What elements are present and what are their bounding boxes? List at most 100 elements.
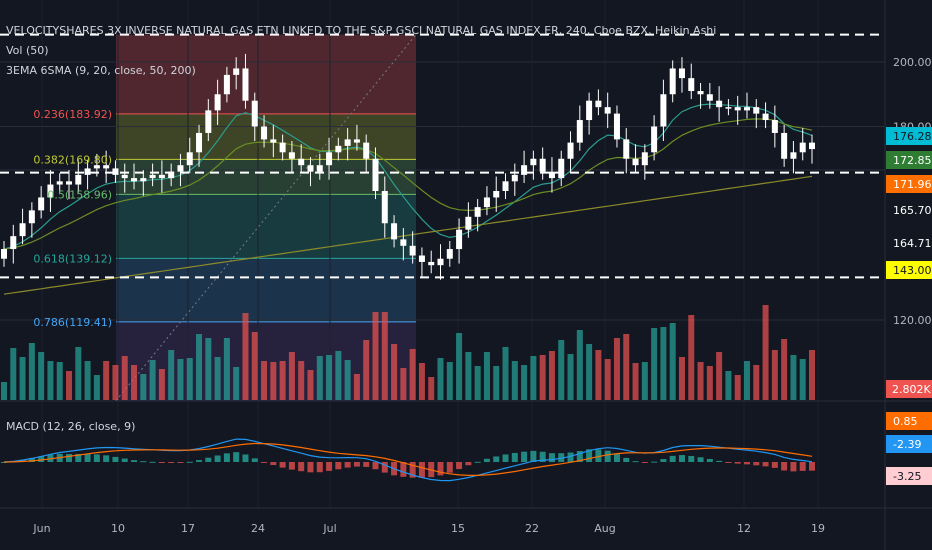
macd-histogram-bar: [84, 454, 91, 462]
volume-bar: [261, 361, 268, 400]
macd-value-text: -3.25: [893, 470, 921, 483]
candle-body: [539, 158, 546, 172]
candle-body: [1, 249, 7, 259]
volume-bar: [651, 328, 658, 400]
volume-bar: [10, 348, 17, 400]
candle-body: [483, 197, 490, 208]
candle-body: [75, 174, 82, 185]
candle-body: [799, 142, 806, 153]
macd-value-box: [886, 435, 932, 453]
volume-bar: [623, 334, 630, 400]
macd-histogram-bar: [186, 461, 193, 463]
candle-body: [409, 245, 416, 256]
price-label-box: [886, 175, 932, 193]
candle-body: [753, 107, 760, 114]
macd-histogram-bar: [372, 462, 379, 470]
macd-histogram-bar: [288, 462, 295, 470]
macd-value-box: [886, 467, 932, 485]
price-label-text: 172.85: [893, 154, 932, 167]
volume-bar: [558, 340, 565, 400]
time-axis[interactable]: Jun 10 17 24 Jul 15 22 Aug 12 19: [32, 522, 825, 535]
candle-body: [716, 100, 723, 108]
volume-bar: [326, 355, 333, 400]
volume-bar: [103, 361, 110, 400]
macd-histogram-bar: [567, 452, 574, 462]
macd-histogram-bar: [103, 455, 110, 462]
candle-body: [502, 181, 509, 191]
fibonacci-zones: [115, 34, 417, 401]
candle-body: [548, 171, 555, 179]
volume-bar: [502, 347, 509, 400]
macd-histogram-bar: [28, 458, 35, 462]
volume-bar: [168, 350, 175, 400]
macd-lines: [3, 438, 813, 482]
volume-bar: [28, 343, 35, 400]
candle-body: [595, 100, 602, 108]
volume-bar: [75, 347, 82, 400]
candle-body: [131, 178, 138, 182]
volume-bar: [437, 358, 444, 400]
candle-body: [233, 68, 240, 75]
price-label-text: 171.96: [893, 178, 932, 191]
candle-body: [223, 74, 230, 95]
macd-histogram-bar: [400, 462, 407, 477]
candle-body: [251, 100, 258, 127]
macd-histogram-bar: [196, 460, 203, 462]
volume-bar: [809, 350, 815, 400]
ma-indicator-title[interactable]: 3EMA 6SMA (9, 20, close, 50, 200): [6, 64, 196, 77]
volume-bar: [391, 344, 398, 400]
candle-body: [261, 126, 268, 140]
volume-bar: [372, 312, 379, 400]
volume-bar: [660, 327, 667, 400]
volume-bar: [428, 377, 435, 400]
volume-bar: [446, 362, 453, 400]
volume-bars: [1, 305, 815, 400]
volume-bar: [335, 351, 342, 400]
macd-histogram-bar: [660, 459, 667, 462]
macd-histogram-bar: [762, 462, 769, 467]
volume-bar: [688, 315, 695, 400]
macd-histogram-bar: [93, 454, 100, 462]
macd-histogram-bar: [363, 462, 370, 467]
macd-histogram-bar: [307, 462, 314, 473]
macd-histogram-bar: [131, 460, 138, 462]
candle-body: [177, 165, 184, 172]
volume-bar: [121, 356, 128, 400]
volume-bar: [47, 361, 54, 400]
horizontal-dashed-lines[interactable]: [0, 33, 885, 279]
macd-histogram-bar: [734, 462, 741, 464]
candle-body: [298, 158, 305, 166]
fib-level-label: 0.236(183.92): [33, 108, 112, 121]
macd-histogram-bar: [418, 462, 425, 478]
macd-histogram-bar: [1, 462, 7, 463]
macd-histogram-bar: [335, 462, 342, 470]
price-label-box: [886, 127, 932, 145]
volume-bar: [595, 350, 602, 400]
candle-body: [530, 158, 537, 166]
price-axis[interactable]: 200.00180.00120.00176.28172.85171.96165.…: [886, 56, 932, 398]
volume-bar: [279, 361, 286, 400]
price-label-text: 164.71: [893, 237, 932, 250]
candle-body: [288, 152, 295, 159]
macd-histogram-bar: [753, 462, 760, 466]
volume-bar: [521, 365, 528, 400]
macd-indicator-title[interactable]: MACD (12, 26, close, 9): [6, 420, 135, 433]
macd-histogram: [1, 449, 815, 478]
volume-bar: [353, 374, 360, 400]
time-tick-label: 10: [111, 522, 125, 535]
volume-bar: [242, 313, 249, 400]
volume-indicator-title[interactable]: Vol (50): [6, 44, 49, 57]
candle-body: [112, 168, 119, 175]
volume-bar: [548, 351, 555, 400]
macd-histogram-bar: [511, 452, 518, 462]
macd-histogram-bar: [493, 456, 500, 462]
macd-histogram-bar: [706, 458, 713, 462]
volume-bar: [288, 352, 295, 400]
macd-histogram-bar: [270, 462, 277, 466]
time-tick-label: Jun: [32, 522, 50, 535]
macd-histogram-bar: [353, 462, 360, 467]
macd-histogram-bar: [75, 454, 82, 462]
candle-body: [669, 68, 676, 95]
macd-histogram-bar: [233, 452, 240, 462]
